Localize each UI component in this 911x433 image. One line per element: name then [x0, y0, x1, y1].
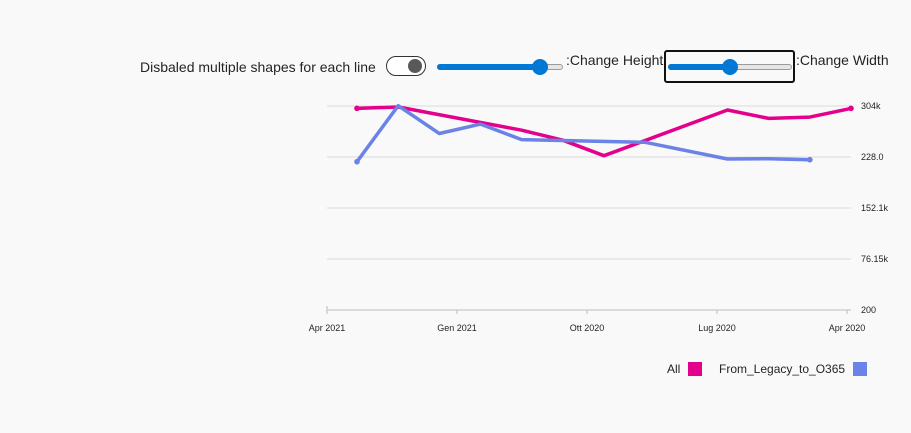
shapes-toggle[interactable]	[386, 56, 426, 76]
slider-fill	[437, 64, 541, 70]
data-point-all	[848, 105, 854, 112]
series-lines	[354, 103, 854, 165]
legend-swatch	[853, 362, 868, 376]
x-tick-label: Lug 2020	[698, 323, 736, 333]
change-width-label: :Change Width	[796, 52, 889, 68]
x-tick-label: Apr 2020	[829, 323, 866, 333]
series-line-all	[355, 105, 853, 158]
slider-thumb[interactable]	[532, 59, 549, 75]
slider-fill	[668, 64, 730, 70]
y-tick-label: 304k	[861, 101, 881, 111]
change-height-label: :Change Height	[566, 52, 664, 68]
width-slider-focus-frame	[664, 50, 795, 83]
legend-item-from-legacy[interactable]: From_Legacy_to_O365	[719, 362, 868, 376]
series-line-from-legacy-to-o365	[355, 103, 812, 164]
data-point-from-legacy-to-o365	[354, 158, 360, 165]
toggle-knob	[408, 59, 422, 73]
y-tick-label: 152.1k	[861, 203, 889, 213]
height-slider[interactable]	[437, 56, 563, 78]
x-tick-label: Apr 2021	[309, 323, 346, 333]
slider-thumb[interactable]	[722, 59, 738, 75]
legend-label: All	[667, 362, 681, 376]
legend-label: From_Legacy_to_O365	[719, 362, 846, 376]
x-tick-label: Ott 2020	[570, 323, 605, 333]
y-tick-label: 76.15k	[861, 254, 889, 264]
y-tick-label: 228.0	[861, 152, 884, 162]
data-point-all	[354, 105, 360, 112]
shapes-toggle-label: Disbaled multiple shapes for each line	[140, 59, 376, 75]
axes: 304k 228.0 152.1k 76.15k 200 Apr 2021 Gen 2021…	[309, 101, 889, 333]
y-tick-label: 200	[861, 305, 876, 315]
x-tick-label: Gen 2021	[437, 323, 477, 333]
data-point-from-legacy-to-o365	[807, 156, 813, 163]
width-slider[interactable]	[668, 56, 792, 78]
legend-swatch	[688, 362, 703, 376]
gridlines	[327, 105, 851, 311]
legend-item-all[interactable]: All	[667, 362, 703, 376]
